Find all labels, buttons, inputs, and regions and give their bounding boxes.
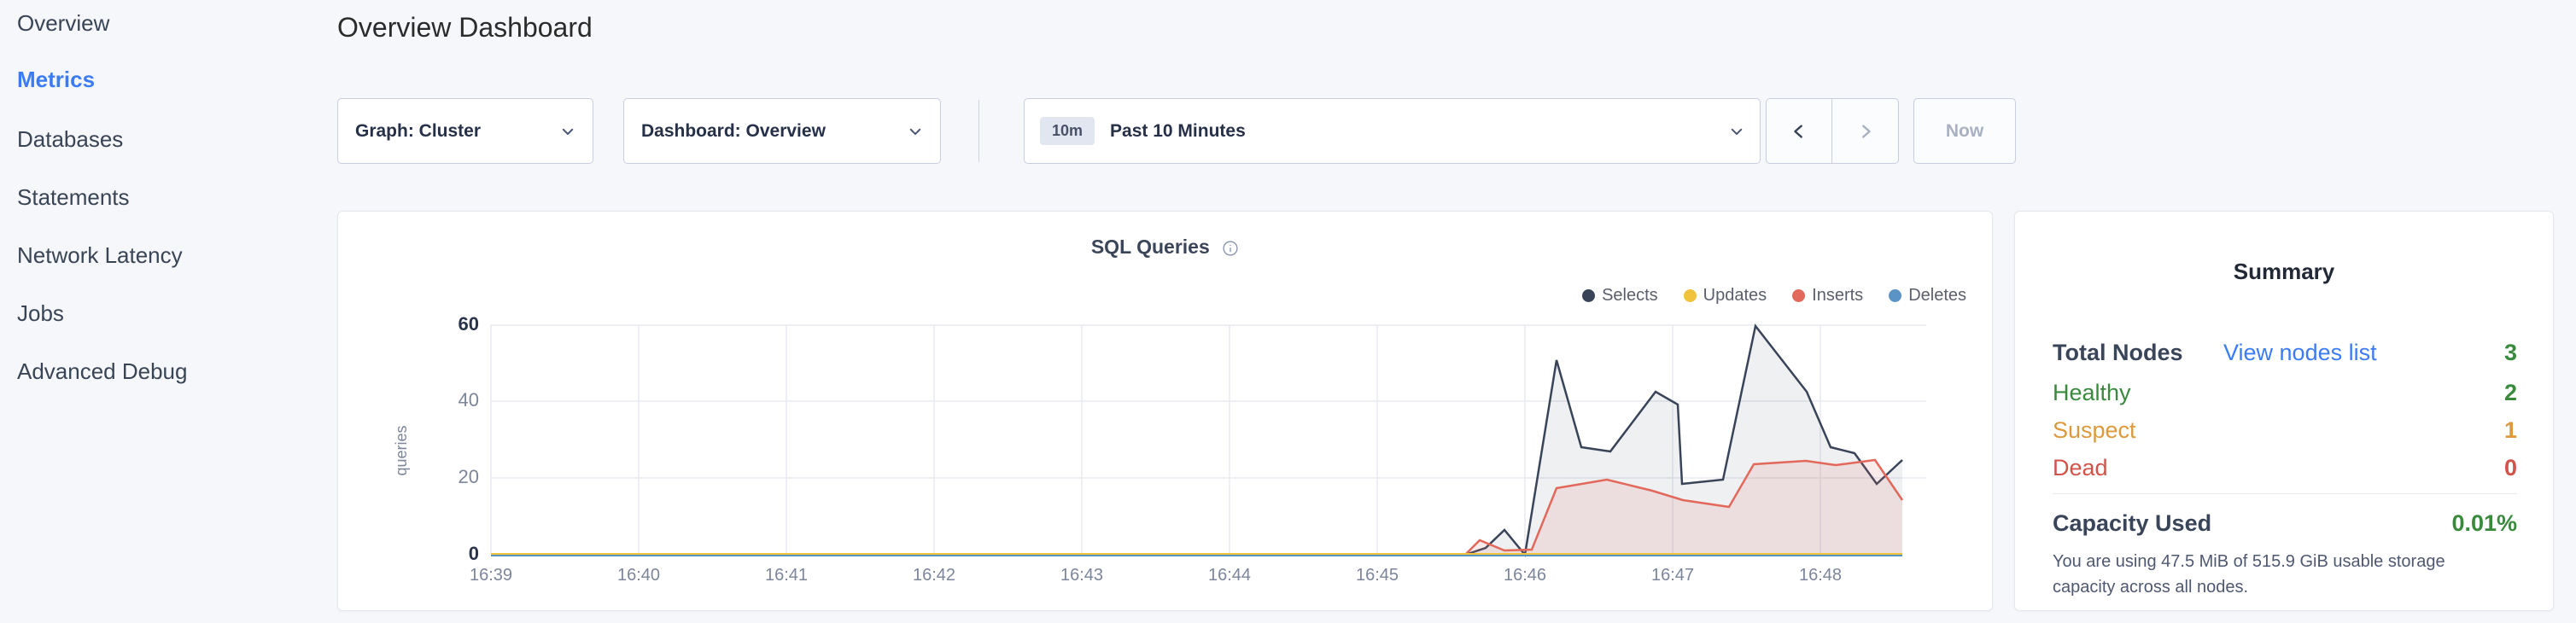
svg-text:16:42: 16:42 — [913, 566, 955, 585]
svg-text:16:45: 16:45 — [1356, 566, 1399, 585]
svg-text:queries: queries — [393, 425, 410, 475]
svg-text:16:40: 16:40 — [617, 566, 660, 585]
svg-text:60: 60 — [459, 313, 479, 335]
svg-text:40: 40 — [459, 389, 479, 410]
svg-text:16:41: 16:41 — [765, 566, 808, 585]
svg-text:16:47: 16:47 — [1651, 566, 1694, 585]
svg-text:16:46: 16:46 — [1504, 566, 1546, 585]
svg-text:16:43: 16:43 — [1060, 566, 1103, 585]
svg-text:16:48: 16:48 — [1799, 566, 1842, 585]
svg-text:0: 0 — [469, 543, 479, 564]
svg-text:16:39: 16:39 — [470, 566, 512, 585]
svg-text:20: 20 — [459, 466, 479, 487]
svg-text:16:44: 16:44 — [1208, 566, 1251, 585]
